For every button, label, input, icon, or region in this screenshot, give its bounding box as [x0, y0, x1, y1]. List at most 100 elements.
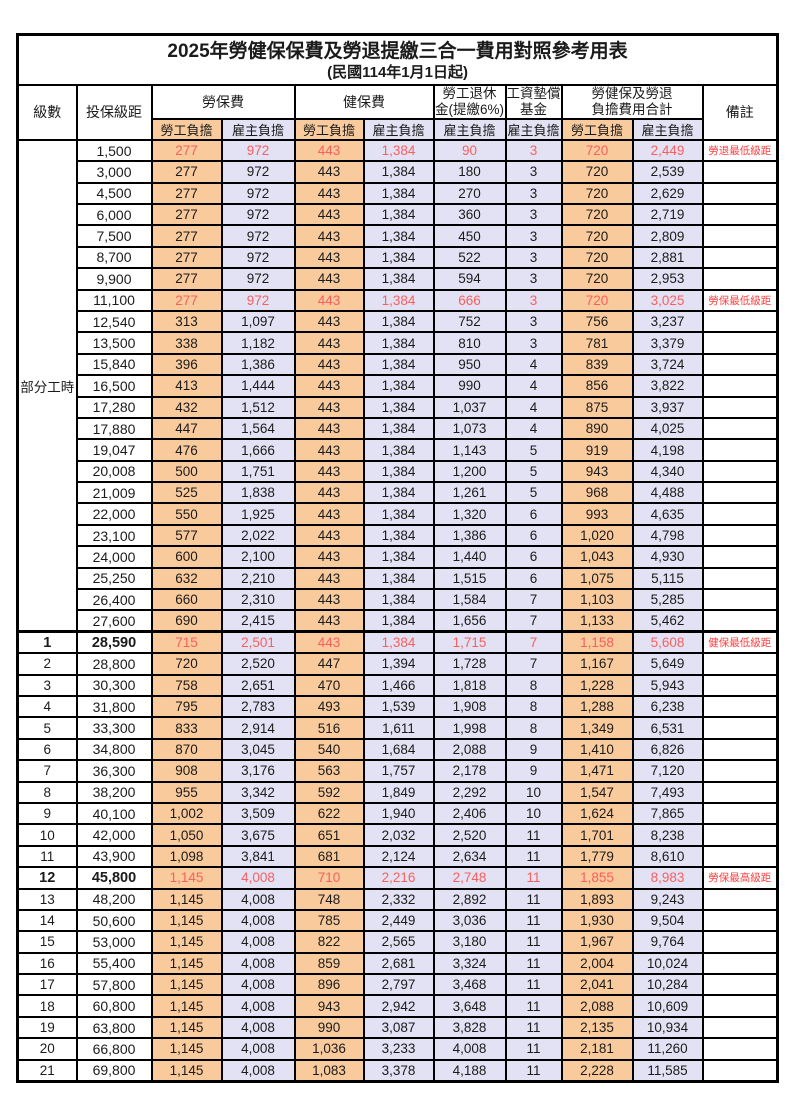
- value-cell: 950: [432, 352, 507, 377]
- value-cell: 8,610: [631, 844, 704, 869]
- level-cell: 17: [16, 973, 78, 997]
- value-cell: 1,855: [560, 866, 634, 890]
- value-cell: 1,384: [362, 502, 435, 526]
- value-cell: 7: [504, 630, 563, 655]
- value-cell: 1,471: [560, 759, 634, 783]
- table-row: 15 53,000 1,145 4,008 822 2,565 3,180 11 1,967 9,…: [16, 930, 779, 954]
- table-row: 13,500 338 1,182 443 1,384 810 3 781 3,379: [18, 331, 779, 355]
- value-cell: 1,410: [560, 737, 634, 762]
- table-row: 7 36,300 908 3,176 563 1,757 2,178 9 1,471 7,120: [16, 759, 779, 783]
- value-cell: 2,178: [432, 759, 507, 783]
- value-cell: 955: [150, 780, 223, 804]
- bracket-cell: 40,100: [75, 801, 153, 826]
- value-cell: 277: [150, 181, 223, 206]
- table-row: 11,100 277 972 443 1,384 666 3 720 3,025 勞保最低級距: [18, 288, 779, 312]
- subheader-health-employer: 雇主負擔: [362, 117, 435, 141]
- remark-cell: [701, 994, 779, 1018]
- value-cell: 1,384: [362, 202, 435, 227]
- value-cell: 7,120: [631, 759, 704, 783]
- col-header-pension: 勞工退休 金(提繳6%): [432, 84, 507, 120]
- value-cell: 3,233: [362, 1037, 435, 1061]
- value-cell: 2,501: [220, 630, 296, 655]
- value-cell: 3: [504, 224, 563, 248]
- value-cell: 1,386: [432, 523, 507, 548]
- value-cell: 1,384: [362, 395, 435, 419]
- remark-cell: [701, 844, 779, 869]
- level-cell: 9: [16, 801, 78, 826]
- value-cell: 1,036: [293, 1037, 365, 1061]
- value-cell: 1,384: [362, 545, 435, 569]
- value-cell: 1,158: [560, 630, 634, 655]
- value-cell: 11: [504, 823, 563, 847]
- value-cell: 4,008: [220, 951, 296, 976]
- value-cell: 758: [150, 673, 223, 698]
- value-cell: 563: [293, 759, 365, 783]
- table-row: 7,500 277 972 443 1,384 450 3 720 2,809: [18, 224, 779, 248]
- value-cell: 1,715: [432, 630, 507, 655]
- value-cell: 3: [504, 309, 563, 334]
- value-cell: 3,025: [631, 288, 704, 312]
- value-cell: 1,384: [362, 566, 435, 591]
- remark-cell: [701, 481, 779, 505]
- value-cell: 592: [293, 780, 365, 804]
- value-cell: 10,609: [631, 994, 704, 1018]
- fee-table: 2025年勞健保保費及勞退提繳三合一費用對照參考用表 (民國114年1月1日起)…: [16, 33, 780, 1083]
- table-row: 18 60,800 1,145 4,008 943 2,942 3,648 11 2,088 10…: [16, 994, 779, 1018]
- value-cell: 632: [150, 566, 223, 591]
- value-cell: 8,983: [631, 866, 704, 890]
- level-cell: 6: [16, 737, 78, 762]
- table-row: 3,000 277 972 443 1,384 180 3 720 2,539: [18, 160, 779, 184]
- value-cell: 443: [293, 181, 365, 206]
- value-cell: 90: [432, 138, 507, 163]
- value-cell: 2,809: [631, 224, 704, 248]
- subheader-labor-employer: 雇主負擔: [220, 117, 296, 141]
- value-cell: 875: [560, 395, 634, 419]
- value-cell: 1,684: [362, 737, 435, 762]
- value-cell: 594: [432, 267, 507, 291]
- value-cell: 943: [560, 459, 634, 484]
- bracket-cell: 19,047: [75, 438, 153, 462]
- value-cell: 1,444: [220, 374, 296, 398]
- level-cell: 10: [16, 823, 78, 847]
- value-cell: 896: [293, 973, 365, 997]
- bracket-cell: 17,880: [75, 416, 153, 441]
- subheader-labor-worker: 勞工負擔: [150, 117, 223, 141]
- value-cell: 2,135: [560, 1015, 634, 1040]
- value-cell: 1,611: [362, 716, 435, 740]
- remark-cell: [701, 759, 779, 783]
- value-cell: 710: [293, 866, 365, 890]
- value-cell: 1,384: [362, 459, 435, 484]
- level-cell: 13: [16, 887, 78, 911]
- value-cell: 11,260: [631, 1037, 704, 1061]
- value-cell: 1,384: [362, 630, 435, 655]
- table-row: 11 43,900 1,098 3,841 681 2,124 2,634 11 1,779 8,…: [16, 844, 779, 869]
- value-cell: 432: [150, 395, 223, 419]
- value-cell: 277: [150, 138, 223, 163]
- value-cell: 8: [504, 673, 563, 698]
- value-cell: 1,145: [150, 1058, 223, 1083]
- value-cell: 8: [504, 694, 563, 719]
- value-cell: 833: [150, 716, 223, 740]
- page-subtitle: (民國114年1月1日起): [327, 64, 468, 82]
- bracket-cell: 28,800: [75, 652, 153, 676]
- bracket-cell: 50,600: [75, 908, 153, 933]
- value-cell: 2,216: [362, 866, 435, 890]
- level-cell: 18: [16, 994, 78, 1018]
- table-row: 4,500 277 972 443 1,384 270 3 720 2,629: [18, 181, 779, 206]
- level-cell: 15: [16, 930, 78, 954]
- value-cell: 890: [560, 416, 634, 441]
- value-cell: 4,025: [631, 416, 704, 441]
- value-cell: 1,145: [150, 887, 223, 911]
- value-cell: 2,914: [220, 716, 296, 740]
- total-line2: 負擔費用合計: [591, 101, 673, 117]
- table-row: 6,000 277 972 443 1,384 360 3 720 2,719: [18, 202, 779, 227]
- level-cell: 4: [16, 694, 78, 719]
- value-cell: 972: [220, 245, 296, 270]
- table-row: 17,880 447 1,564 443 1,384 1,073 4 890 4,025: [18, 416, 779, 441]
- value-cell: 277: [150, 245, 223, 270]
- value-cell: 4,008: [220, 887, 296, 911]
- table-row: 24,000 600 2,100 443 1,384 1,440 6 1,043 4,930: [18, 545, 779, 569]
- header-row-main: 級數 投保級距 勞保費 健保費 勞工退休 金(提繳6%) 工資墊償 基金 勞健保…: [16, 84, 779, 141]
- value-cell: 1,103: [560, 588, 634, 612]
- value-cell: 1,182: [220, 331, 296, 355]
